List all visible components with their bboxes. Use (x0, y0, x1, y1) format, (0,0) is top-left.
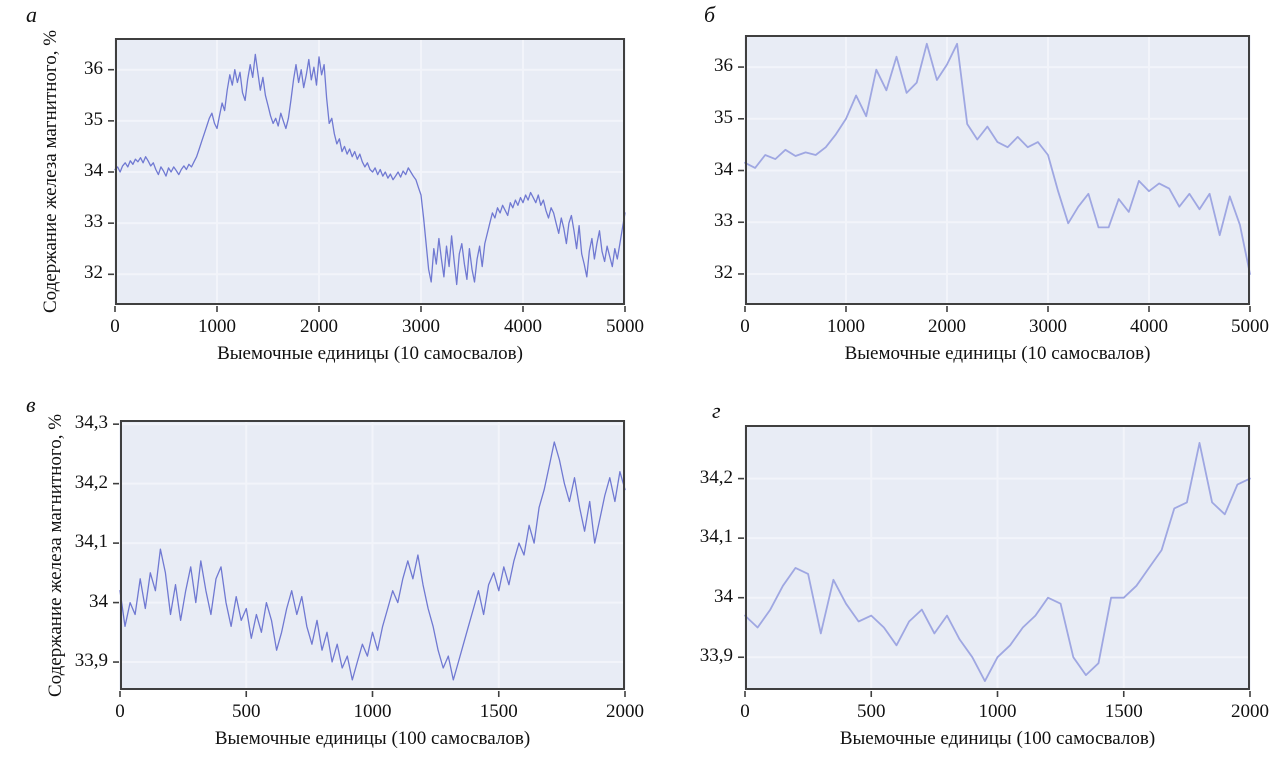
y-tick-label: 33 (714, 210, 733, 232)
panel-g-x-axis-label: Выемочные единицы (100 самосвалов) (839, 728, 1156, 749)
panel-v-x-axis-label: Выемочные единицы (100 самосвалов) (214, 728, 531, 749)
panel-b-plot: Выемочные единицы (10 самосвалов) 0 1000 2… (714, 35, 1269, 364)
x-tick-label: 5000 (1231, 316, 1269, 337)
y-tick-label: 33 (84, 211, 103, 233)
y-tick-label: 34 (714, 585, 733, 607)
x-tick-label: 1000 (353, 701, 392, 722)
y-tick-label: 34 (714, 158, 733, 180)
panel-v-plot: Содержание железа магнитного, % Выемочны… (45, 412, 644, 749)
y-tick-label: 34,2 (699, 466, 733, 488)
panel-b-x-axis-label: Выемочные единицы (10 самосвалов) (844, 343, 1151, 364)
x-tick-label: 1000 (198, 316, 236, 337)
x-tick-label: 1000 (827, 316, 865, 337)
x-tick-label: 1000 (978, 701, 1017, 722)
panel-g-letter: г (712, 398, 721, 423)
x-tick-label: 1500 (479, 701, 518, 722)
x-tick-label: 0 (110, 316, 120, 337)
x-tick-label: 2000 (606, 701, 644, 722)
y-tick-label: 33,9 (74, 650, 108, 672)
panel-g-chart (738, 425, 1251, 697)
y-tick-label: 34,1 (74, 531, 108, 553)
x-tick-label: 2000 (928, 316, 966, 337)
x-tick-label: 3000 (1029, 316, 1067, 337)
x-tick-label: 3000 (402, 316, 440, 337)
x-tick-label: 0 (740, 316, 750, 337)
panel-b-letter: б (704, 2, 716, 27)
y-tick-label: 34,1 (699, 526, 733, 548)
y-tick-label: 35 (714, 106, 733, 128)
panel-a-plot: Содержание железа магнитного, % Выемочны… (40, 30, 644, 364)
y-tick-label: 32 (84, 262, 103, 284)
panel-a-letter: а (26, 2, 37, 27)
y-tick-label: 34,3 (74, 412, 108, 434)
panel-v-letter: в (26, 392, 36, 417)
x-tick-label: 4000 (504, 316, 542, 337)
x-tick-label: 2000 (1231, 701, 1269, 722)
y-tick-label: 32 (714, 261, 733, 283)
y-tick-label: 34 (84, 160, 103, 181)
series-line-a (114, 53, 626, 286)
y-tick-label: 33,9 (699, 645, 733, 667)
x-tick-label: 0 (740, 701, 750, 722)
panel-b-chart (738, 35, 1251, 312)
y-tick-label: 34 (89, 590, 108, 612)
y-tick-label: 35 (84, 108, 103, 130)
series-line-b (744, 42, 1251, 275)
x-tick-label: 500 (857, 701, 886, 722)
panel-v-chart (113, 420, 626, 697)
x-tick-label: 4000 (1130, 316, 1168, 337)
x-tick-label: 1500 (1104, 701, 1143, 722)
x-tick-label: 500 (232, 701, 261, 722)
series-line-g (744, 441, 1251, 683)
series-line-v (119, 441, 626, 681)
panel-g-plot: Выемочные единицы (100 самосвалов) 0 500 1… (700, 425, 1269, 749)
y-tick-label: 34,2 (74, 471, 108, 493)
y-tick-label: 36 (84, 57, 103, 79)
x-tick-label: 0 (115, 701, 125, 722)
panel-a-chart (108, 38, 626, 312)
panel-a-x-axis-label: Выемочные единицы (10 самосвалов) (217, 343, 523, 364)
x-tick-label: 5000 (606, 316, 644, 337)
x-tick-label: 2000 (300, 316, 338, 337)
y-tick-label: 36 (714, 55, 733, 77)
